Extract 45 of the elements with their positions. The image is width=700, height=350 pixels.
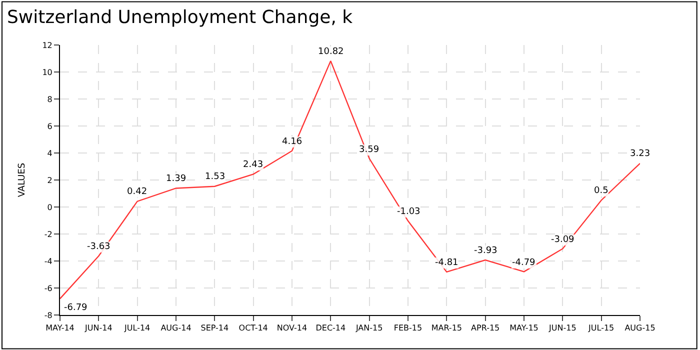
x-tick-label: JUL-15 — [588, 324, 614, 333]
y-tick-label: 4 — [47, 148, 52, 158]
x-tick-label: MAR-15 — [431, 324, 462, 333]
y-tick-label: -2 — [44, 230, 52, 239]
data-label: -6.79 — [64, 303, 88, 313]
y-tick-label: 2 — [47, 176, 52, 185]
y-axis-title: VALUES — [18, 162, 28, 198]
data-label: 2.43 — [243, 160, 264, 170]
data-label: 10.82 — [318, 47, 344, 57]
chart-title: Switzerland Unemployment Change, k — [7, 7, 354, 28]
y-tick-label: 8 — [47, 94, 52, 104]
x-tick-label: MAY-14 — [46, 324, 74, 333]
x-tick-label: JUN-15 — [548, 324, 576, 333]
data-label: -3.63 — [87, 242, 110, 252]
x-tick-label: FEB-15 — [394, 324, 422, 333]
data-label: 1.39 — [166, 174, 186, 184]
data-label: 0.5 — [594, 186, 608, 196]
data-label: 1.53 — [205, 172, 226, 182]
data-label: -4.81 — [435, 258, 458, 268]
y-tick-label: -6 — [44, 284, 52, 293]
data-label: 4.16 — [282, 137, 302, 147]
y-tick-label: -8 — [44, 310, 52, 320]
x-tick-label: JUN-14 — [84, 324, 112, 333]
y-tick-label: 10 — [42, 68, 52, 77]
data-label: -4.79 — [512, 258, 536, 268]
data-label: 3.59 — [359, 145, 380, 155]
x-tick-label: AUG-14 — [160, 324, 192, 333]
x-tick-label: JAN-15 — [354, 324, 383, 333]
data-label: -3.09 — [551, 235, 575, 245]
x-tick-label: OCT-14 — [238, 324, 268, 333]
x-tick-label: DEC-14 — [316, 324, 346, 333]
y-tick-label: 6 — [47, 122, 52, 131]
x-tick-label: APR-15 — [471, 324, 500, 333]
x-tick-label: MAY-15 — [510, 324, 538, 333]
data-label: -1.03 — [397, 207, 420, 217]
y-tick-label: 0 — [47, 202, 52, 212]
y-tick-label: -4 — [44, 256, 52, 266]
x-tick-label: JUL-14 — [124, 324, 150, 333]
x-tick-label: AUG-15 — [624, 324, 656, 333]
x-tick-label: SEP-14 — [200, 324, 229, 333]
data-label: 3.23 — [630, 149, 650, 159]
data-label: -3.93 — [474, 246, 498, 256]
data-label: 0.42 — [127, 187, 148, 197]
x-tick-label: NOV-14 — [276, 324, 308, 333]
y-tick-label: 12 — [42, 40, 52, 50]
